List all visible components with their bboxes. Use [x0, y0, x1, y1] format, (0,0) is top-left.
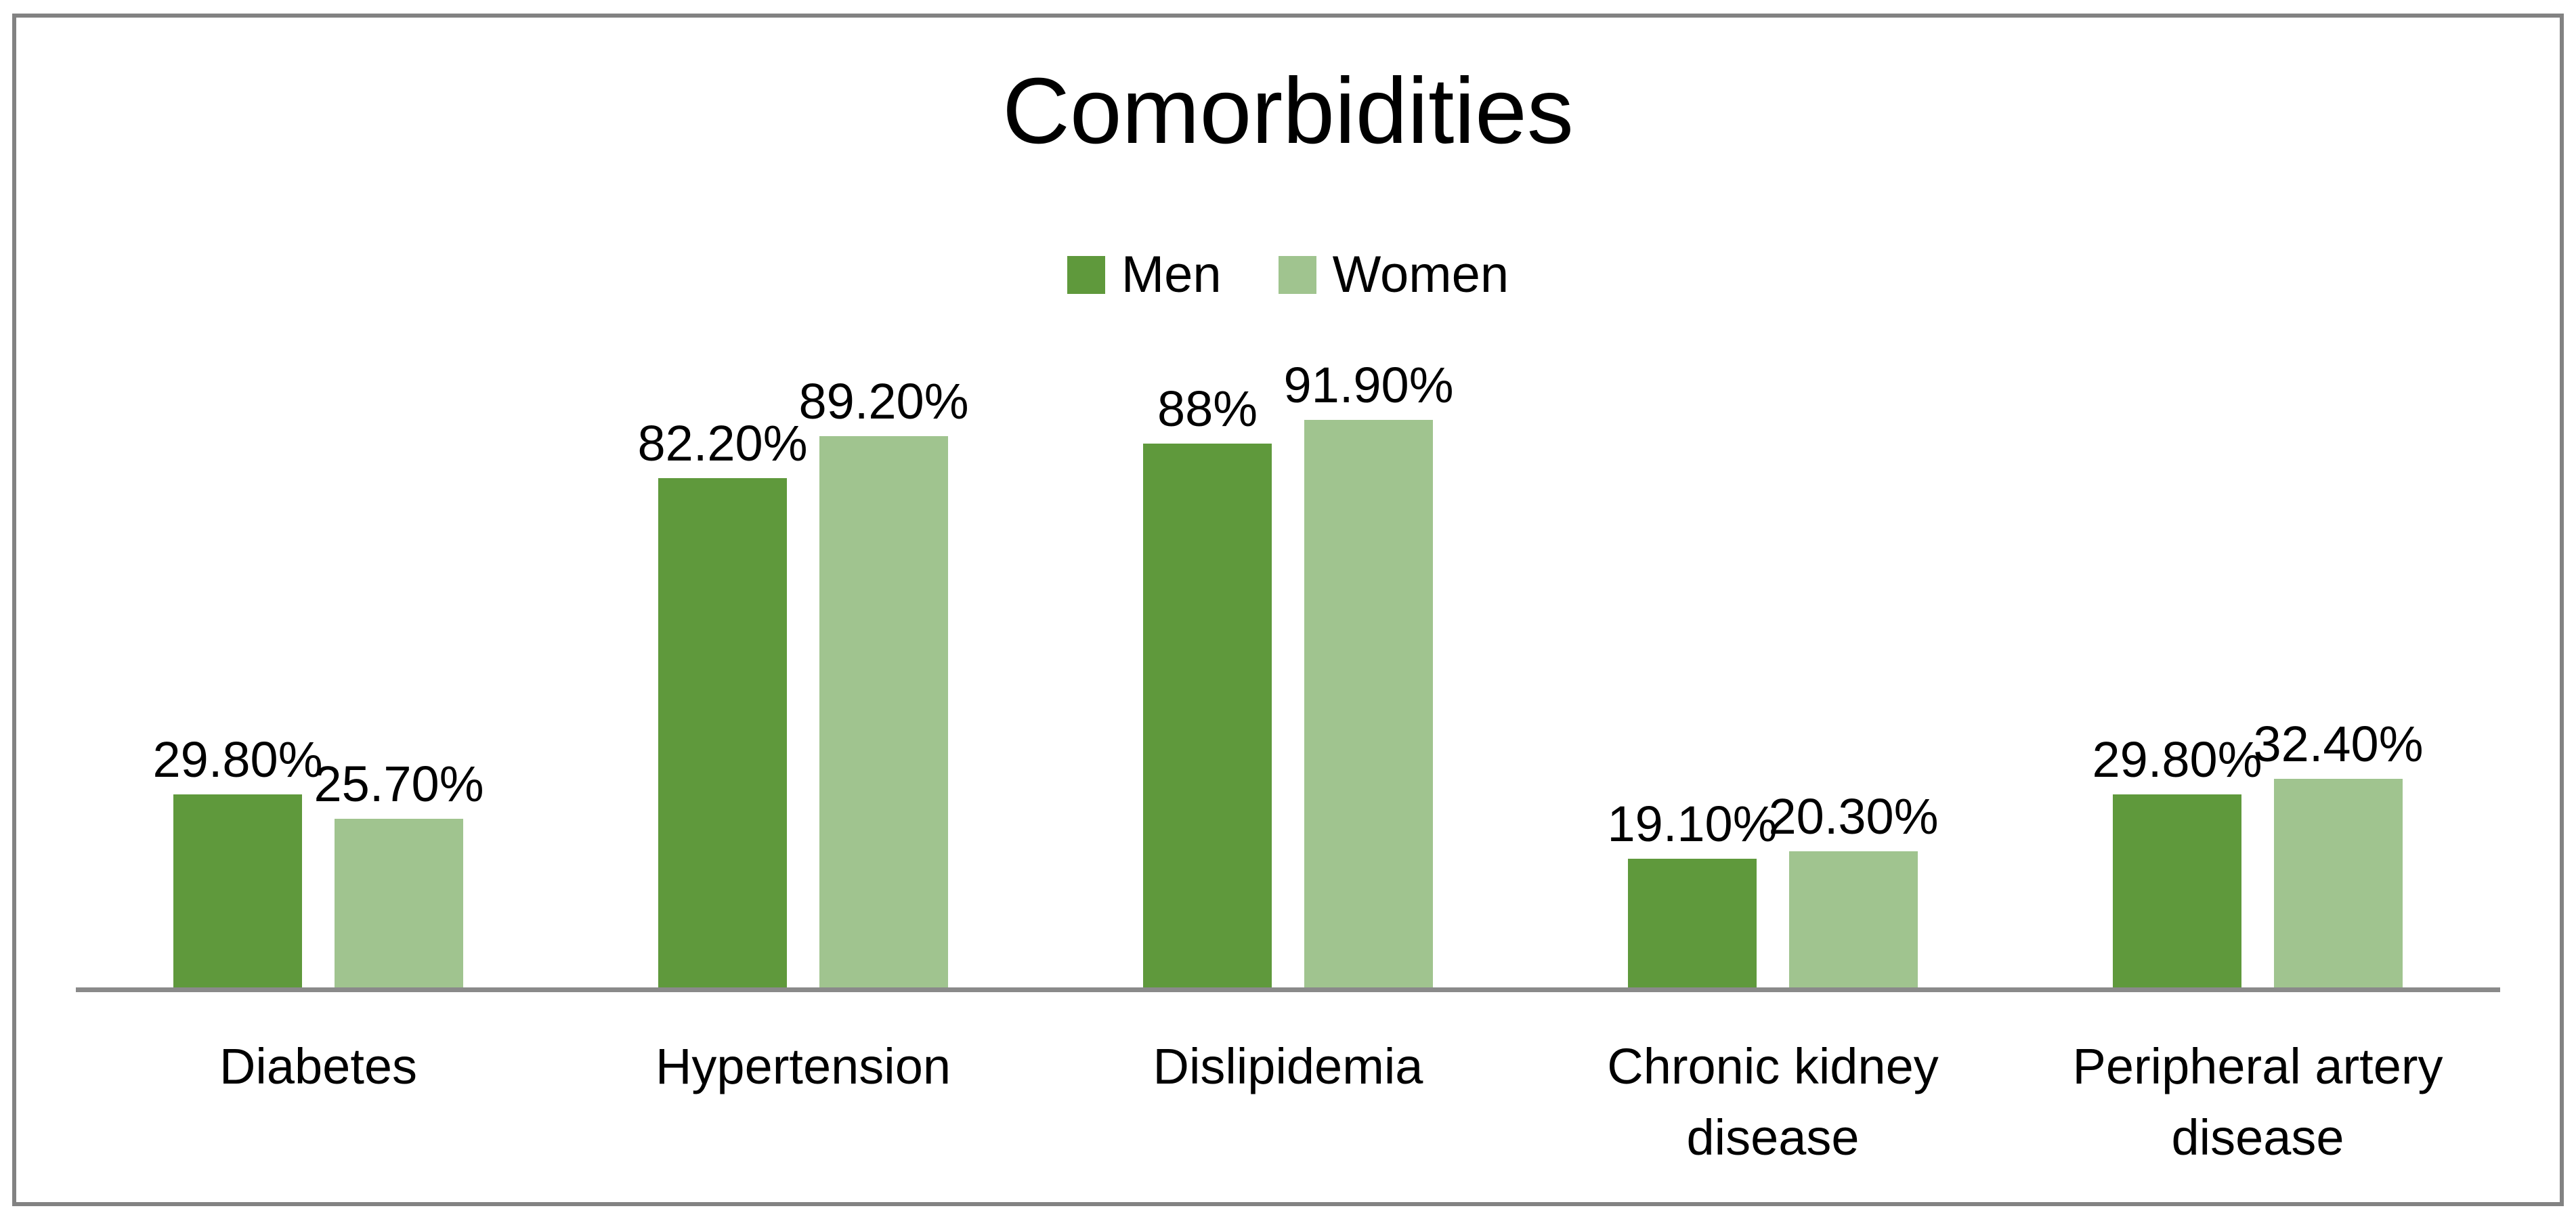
bar-value-label: 88% — [1157, 381, 1258, 437]
category-label-diabetes: Diabetes — [219, 1038, 418, 1094]
chart-border-frame — [12, 14, 2564, 1206]
chart-legend: Men Women — [0, 249, 2576, 301]
category-axis-labels: Diabetes Hypertension Dislipidemia Chron… — [76, 1031, 2500, 1173]
bar-group-hypertension: 82.20% 89.20% — [561, 377, 1046, 987]
bar-men-chronic-kidney-disease: 19.10% — [1608, 799, 1777, 987]
x-axis-line — [76, 987, 2500, 992]
chart-title: Comorbidities — [1002, 59, 1574, 163]
bar-women-chronic-kidney-disease: 20.30% — [1769, 792, 1938, 987]
plot-area: 29.80% 25.70% 82.20% 89.20% 88% 91.90% — [76, 360, 2500, 987]
bar-value-label: 29.80% — [2092, 731, 2262, 788]
category-label-chronic-kidney-disease: Chronic kidney disease — [1607, 1038, 1939, 1166]
bar-value-label: 20.30% — [1768, 788, 1939, 845]
bar-value-label: 32.40% — [2253, 716, 2424, 772]
bar-value-label: 25.70% — [314, 756, 484, 812]
bar-men-diabetes: 29.80% — [153, 735, 322, 987]
women-series-swatch-icon — [1278, 256, 1316, 294]
bar-value-label: 89.20% — [798, 373, 969, 429]
bar-value-label: 82.20% — [637, 415, 808, 471]
legend-item-women: Women — [1278, 246, 1509, 303]
bar-value-label: 91.90% — [1283, 357, 1454, 413]
legend-item-men: Men — [1067, 249, 1222, 301]
bar-women-hypertension: 89.20% — [799, 377, 968, 987]
men-series-swatch-icon — [1067, 256, 1105, 294]
bar-group-peripheral-artery-disease: 29.80% 32.40% — [2015, 386, 2500, 987]
legend-label-women: Women — [1332, 246, 1509, 303]
bar-men-peripheral-artery-disease: 29.80% — [2092, 735, 2262, 987]
bar-women-diabetes: 25.70% — [314, 759, 484, 987]
category-label-hypertension: Hypertension — [655, 1038, 951, 1094]
bar-men-hypertension: 82.20% — [638, 419, 807, 987]
bar-group-diabetes: 29.80% 25.70% — [76, 386, 561, 987]
category-label-peripheral-artery-disease: Peripheral artery disease — [2072, 1038, 2443, 1166]
bar-men-dislipidemia: 88% — [1143, 384, 1272, 987]
bar-value-label: 19.10% — [1607, 796, 1778, 852]
bar-group-chronic-kidney-disease: 19.10% 20.30% — [1530, 386, 2015, 987]
bar-group-dislipidemia: 88% 91.90% — [1046, 360, 1530, 987]
legend-label-men: Men — [1121, 246, 1222, 303]
bar-women-peripheral-artery-disease: 32.40% — [2254, 719, 2423, 987]
bar-women-dislipidemia: 91.90% — [1284, 360, 1453, 987]
category-label-dislipidemia: Dislipidemia — [1153, 1038, 1423, 1094]
bar-value-label: 29.80% — [152, 731, 323, 788]
